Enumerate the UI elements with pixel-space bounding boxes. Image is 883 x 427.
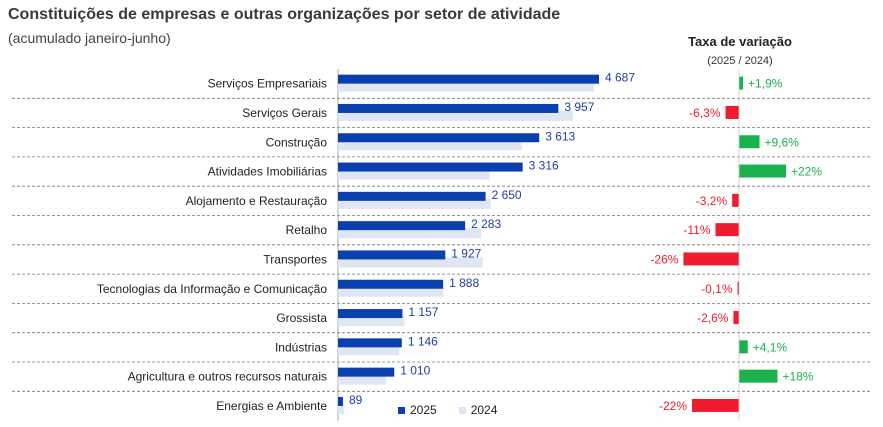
variation-bar-positive [739, 135, 760, 149]
bar-2024 [338, 403, 345, 414]
category-label: Serviços Gerais [242, 106, 327, 120]
legend-swatch-2024 [458, 406, 466, 414]
legend-swatch-2025 [398, 406, 405, 414]
bar-2024 [338, 257, 483, 268]
bar-value-label: 4 687 [605, 71, 635, 85]
bar-2024 [338, 110, 573, 121]
legend-label-2025: 2025 [410, 403, 437, 417]
category-label: Atividades Imobiliárias [208, 165, 327, 179]
variation-bar-positive [739, 164, 786, 178]
variation-label: -22% [659, 399, 687, 413]
bar-2025 [338, 250, 446, 260]
variation-label: +22% [791, 165, 822, 179]
bar-2024 [338, 374, 386, 385]
variation-label: -2,6% [697, 311, 729, 325]
chart-title: Constituições de empresas e outras organ… [8, 6, 561, 23]
variation-label: -11% [683, 223, 710, 237]
category-label: Retalho [286, 223, 328, 237]
bar-2025 [338, 133, 540, 143]
category-label: Grossista [276, 311, 327, 325]
bar-value-label: 1 888 [449, 276, 479, 290]
bar-2024 [338, 316, 405, 327]
bar-2025 [338, 338, 402, 348]
bar-2024 [338, 81, 595, 92]
bar-2024 [338, 169, 490, 180]
variation-label: +1,9% [748, 77, 783, 91]
variation-label: -0,1% [701, 282, 733, 296]
bar-value-label: 1 146 [408, 334, 438, 348]
variation-bar-negative [715, 223, 739, 237]
bar-2025 [338, 162, 523, 172]
bar-2025 [338, 367, 395, 377]
bar-value-label: 1 157 [408, 305, 438, 319]
category-label: Alojamento e Restauração [186, 194, 328, 208]
variation-bar-negative [725, 105, 739, 119]
bar-2024 [338, 140, 522, 151]
variation-bar-negative [683, 252, 739, 266]
variation-label: +4,1% [753, 340, 788, 354]
bar-value-label: 3 613 [545, 129, 575, 143]
category-label: Tecnologias da Informação e Comunicação [97, 282, 327, 296]
variation-title: Taxa de variação [688, 34, 792, 49]
variation-bar-negative [732, 193, 739, 207]
bar-2025 [338, 191, 486, 201]
variation-bar-positive [739, 76, 744, 90]
bar-2025 [338, 309, 403, 319]
category-label: Construção [266, 135, 328, 149]
bar-2025 [338, 103, 559, 113]
variation-bar-negative [733, 311, 739, 325]
bar-value-label: 2 283 [471, 217, 501, 231]
legend: 2025 2024 [398, 403, 497, 417]
bar-value-label: 3 957 [564, 100, 594, 114]
bar-2025 [338, 74, 599, 84]
variation-bar-positive [739, 340, 748, 354]
variation-label: +18% [782, 370, 813, 384]
category-label: Energias e Ambiente [216, 399, 327, 413]
variation-label: -26% [650, 252, 678, 266]
category-label: Transportes [263, 252, 327, 266]
bar-2024 [338, 286, 444, 297]
bar-2024 [338, 345, 400, 356]
variation-label: -6,3% [689, 106, 721, 120]
bar-value-label: 1 927 [451, 246, 481, 260]
bar-2024 [338, 198, 491, 209]
bar-2025 [338, 221, 466, 231]
bar-value-label: 1 010 [400, 364, 430, 378]
bar-2024 [338, 228, 482, 239]
variation-bar-negative [692, 398, 739, 412]
bar-2025 [338, 396, 343, 406]
variation-bar-positive [739, 369, 778, 383]
variation-label: -3,2% [696, 194, 728, 208]
chart-subtitle: (acumulado janeiro-junho) [8, 30, 171, 46]
variation-label: +9,6% [765, 135, 800, 149]
legend-label-2024: 2024 [470, 403, 498, 417]
category-label: Indústrias [275, 340, 327, 354]
bar-2025 [338, 279, 444, 289]
bar-value-label: 89 [349, 393, 363, 407]
variation-bar-negative [737, 281, 739, 295]
legend-item-2024: 2024 [458, 403, 498, 417]
legend-item-2025: 2025 [398, 403, 437, 417]
category-label: Serviços Empresariais [208, 77, 327, 91]
variation-subtitle: (2025 / 2024) [707, 55, 773, 67]
bar-value-label: 3 316 [529, 159, 559, 173]
bar-value-label: 2 650 [492, 188, 522, 202]
category-label: Agricultura e outros recursos naturais [128, 370, 327, 384]
